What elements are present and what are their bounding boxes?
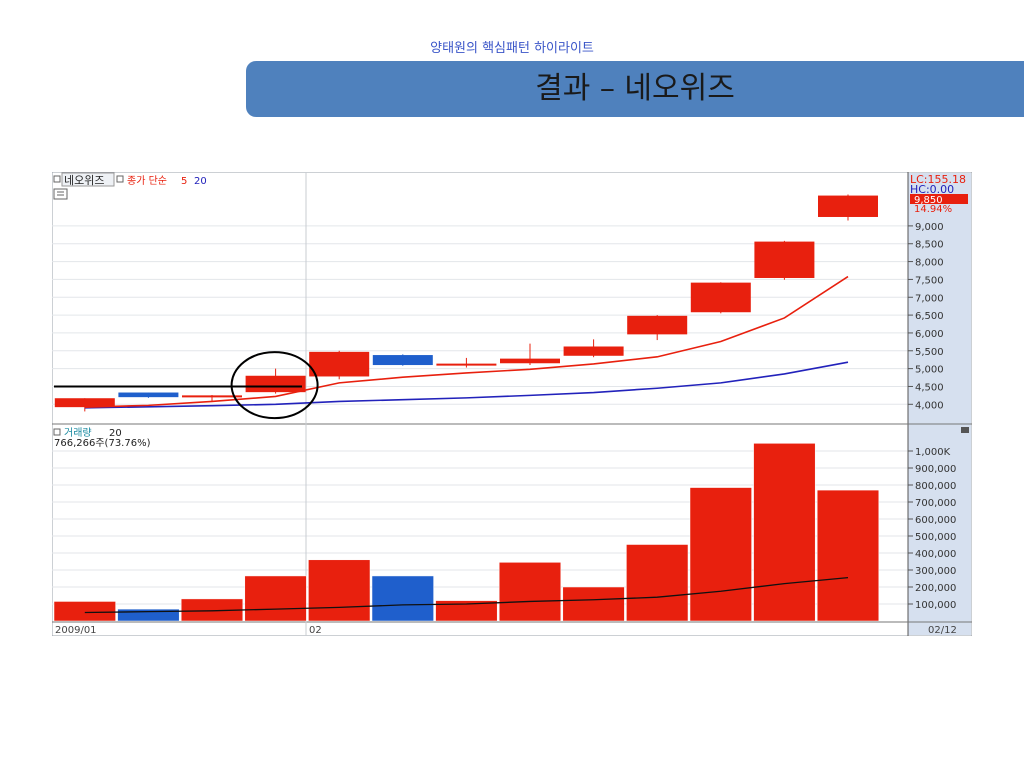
- price-tick-label: 8,000: [915, 258, 944, 269]
- price-tick-label: 7,000: [915, 293, 944, 304]
- volume-tick-label: 700,000: [915, 498, 956, 509]
- price-axis-panel: [908, 173, 971, 635]
- volume-bar: [498, 562, 562, 622]
- price-tick-label: 8,500: [915, 240, 944, 251]
- price-tick-label: 4,000: [915, 400, 944, 411]
- volume-tick-label: 800,000: [915, 481, 956, 492]
- candle-body: [500, 358, 560, 364]
- slide-title: 결과 – 네오위즈: [535, 71, 735, 106]
- candle-body: [54, 398, 115, 408]
- candle-body: [309, 351, 370, 377]
- price-tick-label: 9,000: [915, 222, 944, 233]
- volume-tick-label: 900,000: [915, 464, 956, 475]
- indicator-label: 종가 단순: [127, 175, 167, 187]
- volume-tick-label: 1,000K: [915, 447, 951, 458]
- candle-body: [818, 195, 878, 217]
- slide-subtitle: 양태원의 핵심패턴 하이라이트: [430, 41, 594, 56]
- ma5-line: [84, 275, 849, 408]
- candle-body: [436, 363, 497, 366]
- volume-bars: [53, 443, 880, 622]
- price-header: 네오위즈 종가 단순 5 20: [53, 172, 207, 200]
- grid-toggle-icon[interactable]: [53, 188, 68, 200]
- volume-bar: [689, 487, 752, 622]
- date-start-label: 2009/01: [55, 625, 97, 636]
- volume-panel-toggle-icon[interactable]: [961, 427, 969, 433]
- candle-body: [118, 392, 179, 398]
- volume-ma: [84, 577, 849, 614]
- volume-bar: [117, 608, 180, 622]
- annotations: [230, 351, 319, 420]
- title-banner: [246, 61, 1024, 117]
- moving-averages: [54, 275, 849, 409]
- price-tick-label: 6,500: [915, 311, 944, 322]
- volume-ma-period: 20: [109, 428, 122, 439]
- price-side-labels: LC:155.18 HC:0.00 9,850 14.94%: [910, 173, 968, 215]
- candle-body: [690, 282, 751, 313]
- volume-bar: [626, 544, 689, 622]
- volume-tick-label: 100,000: [915, 600, 956, 611]
- volume-tick-label: 500,000: [915, 532, 956, 543]
- candles: [54, 194, 878, 412]
- stock-chart: 네오위즈 종가 단순 5 20 LC:155.18 HC:0.00 9,850 …: [51, 171, 973, 637]
- hc-label: HC:0.00: [910, 183, 954, 196]
- last-change: 14.94%: [914, 204, 952, 215]
- date-month-label: 02: [309, 625, 322, 636]
- volume-tick-label: 600,000: [915, 515, 956, 526]
- gridlines: [52, 225, 908, 605]
- volume-bar: [371, 575, 434, 622]
- volume-bar: [308, 559, 371, 622]
- stock-name: 네오위즈: [64, 174, 104, 187]
- volume-bar: [816, 489, 880, 622]
- stock-name-box[interactable]: [61, 172, 115, 187]
- ma-long-period: 20: [194, 176, 207, 187]
- highlight-ellipse: [230, 351, 319, 420]
- volume-tick-label: 300,000: [915, 566, 956, 577]
- volume-bar: [562, 586, 625, 622]
- price-tick-label: 4,500: [915, 382, 944, 393]
- volume-bullet-icon: [53, 428, 61, 436]
- volume-bar: [435, 600, 498, 622]
- volume-bar: [244, 575, 307, 622]
- volume-bar: [53, 601, 116, 622]
- ma-short-period: 5: [181, 176, 187, 187]
- price-tick-label: 5,500: [915, 347, 944, 358]
- price-axis-ticks: 4,000 4,500 5,000 5,500 6,000 6,500 7,000 7,500…: [908, 222, 944, 411]
- volume-title: 거래량: [64, 427, 92, 439]
- lc-label: LC:155.18: [910, 173, 966, 186]
- price-tick-label: 6,000: [915, 329, 944, 340]
- candle-body: [754, 241, 815, 278]
- header-bullet-icon: [53, 175, 61, 183]
- last-price-badge: [910, 194, 968, 204]
- volume-tick-label: 400,000: [915, 549, 956, 560]
- volume-header: 거래량 20 766,266주(73.76%): [53, 427, 969, 449]
- volume-info: 766,266주(73.76%): [54, 438, 151, 449]
- date-labels: 2009/01 02 02/12: [55, 625, 957, 636]
- candle-body: [563, 346, 624, 356]
- price-tick-label: 7,500: [915, 275, 944, 286]
- candle-body: [182, 395, 242, 398]
- indicator-bullet-icon: [116, 175, 124, 183]
- volume-tick-label: 200,000: [915, 583, 956, 594]
- candle-body: [372, 355, 433, 366]
- date-end-label: 02/12: [928, 625, 957, 636]
- chart-svg: 네오위즈 종가 단순 5 20 LC:155.18 HC:0.00 9,850 …: [51, 171, 973, 637]
- ma20-line: [84, 361, 849, 409]
- last-price: 9,850: [914, 195, 943, 206]
- candle-body: [245, 375, 306, 393]
- volume-ma20-line: [84, 577, 849, 614]
- candle-body: [627, 315, 688, 335]
- volume-axis-ticks: 100,000 200,000 300,000 400,000 500,000 600,0…: [908, 447, 956, 611]
- volume-bar: [753, 443, 816, 622]
- price-tick-label: 5,000: [915, 365, 944, 376]
